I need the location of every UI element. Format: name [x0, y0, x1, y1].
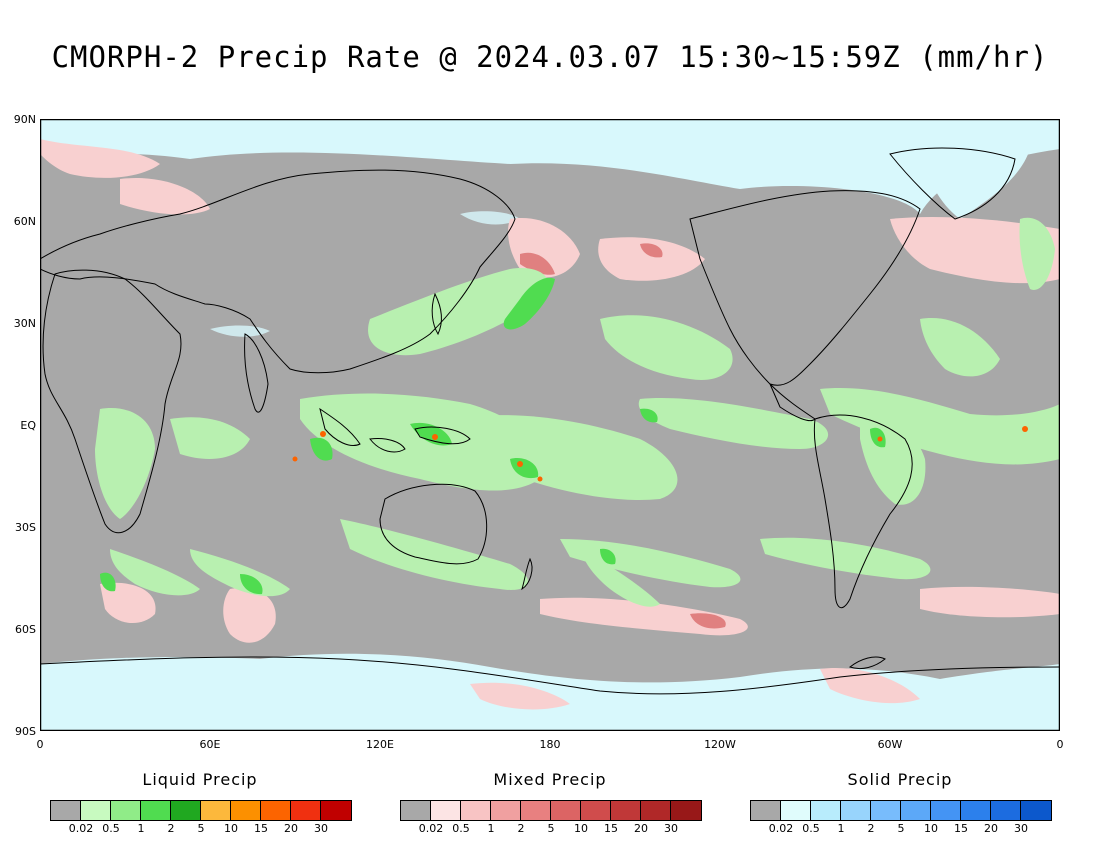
legend-tick-label: 15: [604, 822, 618, 835]
legend-swatch: [201, 801, 231, 820]
map-frame: [40, 119, 1060, 731]
legend-tick-label: 0.5: [802, 822, 820, 835]
chart-title: CMORPH-2 Precip Rate @ 2024.03.07 15:30~…: [51, 40, 1049, 74]
legend-swatch: [291, 801, 321, 820]
lon-label-120e: 120E: [366, 738, 394, 751]
mixed-precip-areas: [40, 139, 1060, 710]
legend-tick-label: 2: [167, 822, 175, 835]
legend-swatch: [931, 801, 961, 820]
legend-tick-label: 1: [137, 822, 145, 835]
legend-tick-label: 10: [574, 822, 588, 835]
legend-swatch: [901, 801, 931, 820]
liquid-precip-areas: [95, 217, 1060, 607]
legend-swatch: [111, 801, 141, 820]
lon-label-180: 180: [539, 738, 561, 751]
legend-tick-label: 0.5: [452, 822, 470, 835]
legend-tick-label: 0.02: [68, 822, 94, 835]
legend-swatch: [581, 801, 611, 820]
liquid-precip-heavy: [292, 426, 1028, 482]
lat-label-90n: 90N: [13, 113, 36, 126]
solid-precip-areas: [40, 119, 1060, 731]
lat-label-60s: 60S: [15, 623, 36, 636]
legend-tick-label: 0.02: [768, 822, 794, 835]
precipitation-map: [40, 119, 1060, 731]
legend-swatch: [431, 801, 461, 820]
legend-swatch: [781, 801, 811, 820]
legend-tick-label: 5: [197, 822, 205, 835]
legend-tick-label: 1: [837, 822, 845, 835]
lon-label-0-right: 0: [1056, 738, 1064, 751]
legend-tick-label: 0.5: [102, 822, 120, 835]
lon-label-120w: 120W: [704, 738, 736, 751]
lat-label-30n: 30N: [13, 317, 36, 330]
lat-label-eq: EQ: [20, 419, 36, 432]
legend-swatch: [401, 801, 431, 820]
liquid-precip-moderate: [100, 277, 886, 595]
legend-swatch: [751, 801, 781, 820]
legend-swatch: [81, 801, 111, 820]
lat-label-30s: 30S: [15, 521, 36, 534]
coastlines: [40, 147, 1060, 695]
legend-tick-label: 20: [284, 822, 298, 835]
legend-tick-label: 20: [984, 822, 998, 835]
legend-swatch: [461, 801, 491, 820]
legend-tick-label: 2: [517, 822, 525, 835]
legend-tick-label: 15: [954, 822, 968, 835]
legend-tick-label: 30: [664, 822, 678, 835]
legend-swatch: [141, 801, 171, 820]
legend-swatch: [521, 801, 551, 820]
legend-tick-label: 1: [487, 822, 495, 835]
legend-tick-label: 5: [897, 822, 905, 835]
legend-swatch: [811, 801, 841, 820]
legend-swatch: [51, 801, 81, 820]
legend-swatch: [961, 801, 991, 820]
legend-tick-label: 10: [924, 822, 938, 835]
legend-swatch: [491, 801, 521, 820]
lat-label-60n: 60N: [13, 215, 36, 228]
legend-tick-label: 2: [867, 822, 875, 835]
legend-tick-label: 15: [254, 822, 268, 835]
legend-tick-label: 10: [224, 822, 238, 835]
legend-swatch: [171, 801, 201, 820]
lon-label-60w: 60W: [877, 738, 903, 751]
lon-label-0-left: 0: [36, 738, 44, 751]
legend-tick-label: 30: [1014, 822, 1028, 835]
legend-swatch: [841, 801, 871, 820]
legend-swatch: [261, 801, 291, 820]
legend-title-solid: Solid Precip: [847, 770, 953, 789]
legend-tick-label: 30: [314, 822, 328, 835]
legend-swatch: [671, 801, 701, 820]
legend-tick-label: 20: [634, 822, 648, 835]
legend-swatch: [321, 801, 351, 820]
legend-title-mixed: Mixed Precip: [493, 770, 607, 789]
legend-swatch: [231, 801, 261, 820]
legend-swatch: [991, 801, 1021, 820]
legend-colorbar-solid: [750, 800, 1052, 821]
legend-swatch: [641, 801, 671, 820]
mixed-precip-heavy: [520, 243, 726, 629]
legend-tick-label: 5: [547, 822, 555, 835]
legend-colorbar-liquid: [50, 800, 352, 821]
legend-colorbar-mixed: [400, 800, 702, 821]
legend-swatch: [871, 801, 901, 820]
lon-label-60e: 60E: [199, 738, 221, 751]
legend-title-liquid: Liquid Precip: [142, 770, 258, 789]
legend-swatch: [1021, 801, 1051, 820]
legend-swatch: [611, 801, 641, 820]
legend-tick-label: 0.02: [418, 822, 444, 835]
legend-swatch: [551, 801, 581, 820]
lat-label-90s: 90S: [15, 725, 36, 738]
